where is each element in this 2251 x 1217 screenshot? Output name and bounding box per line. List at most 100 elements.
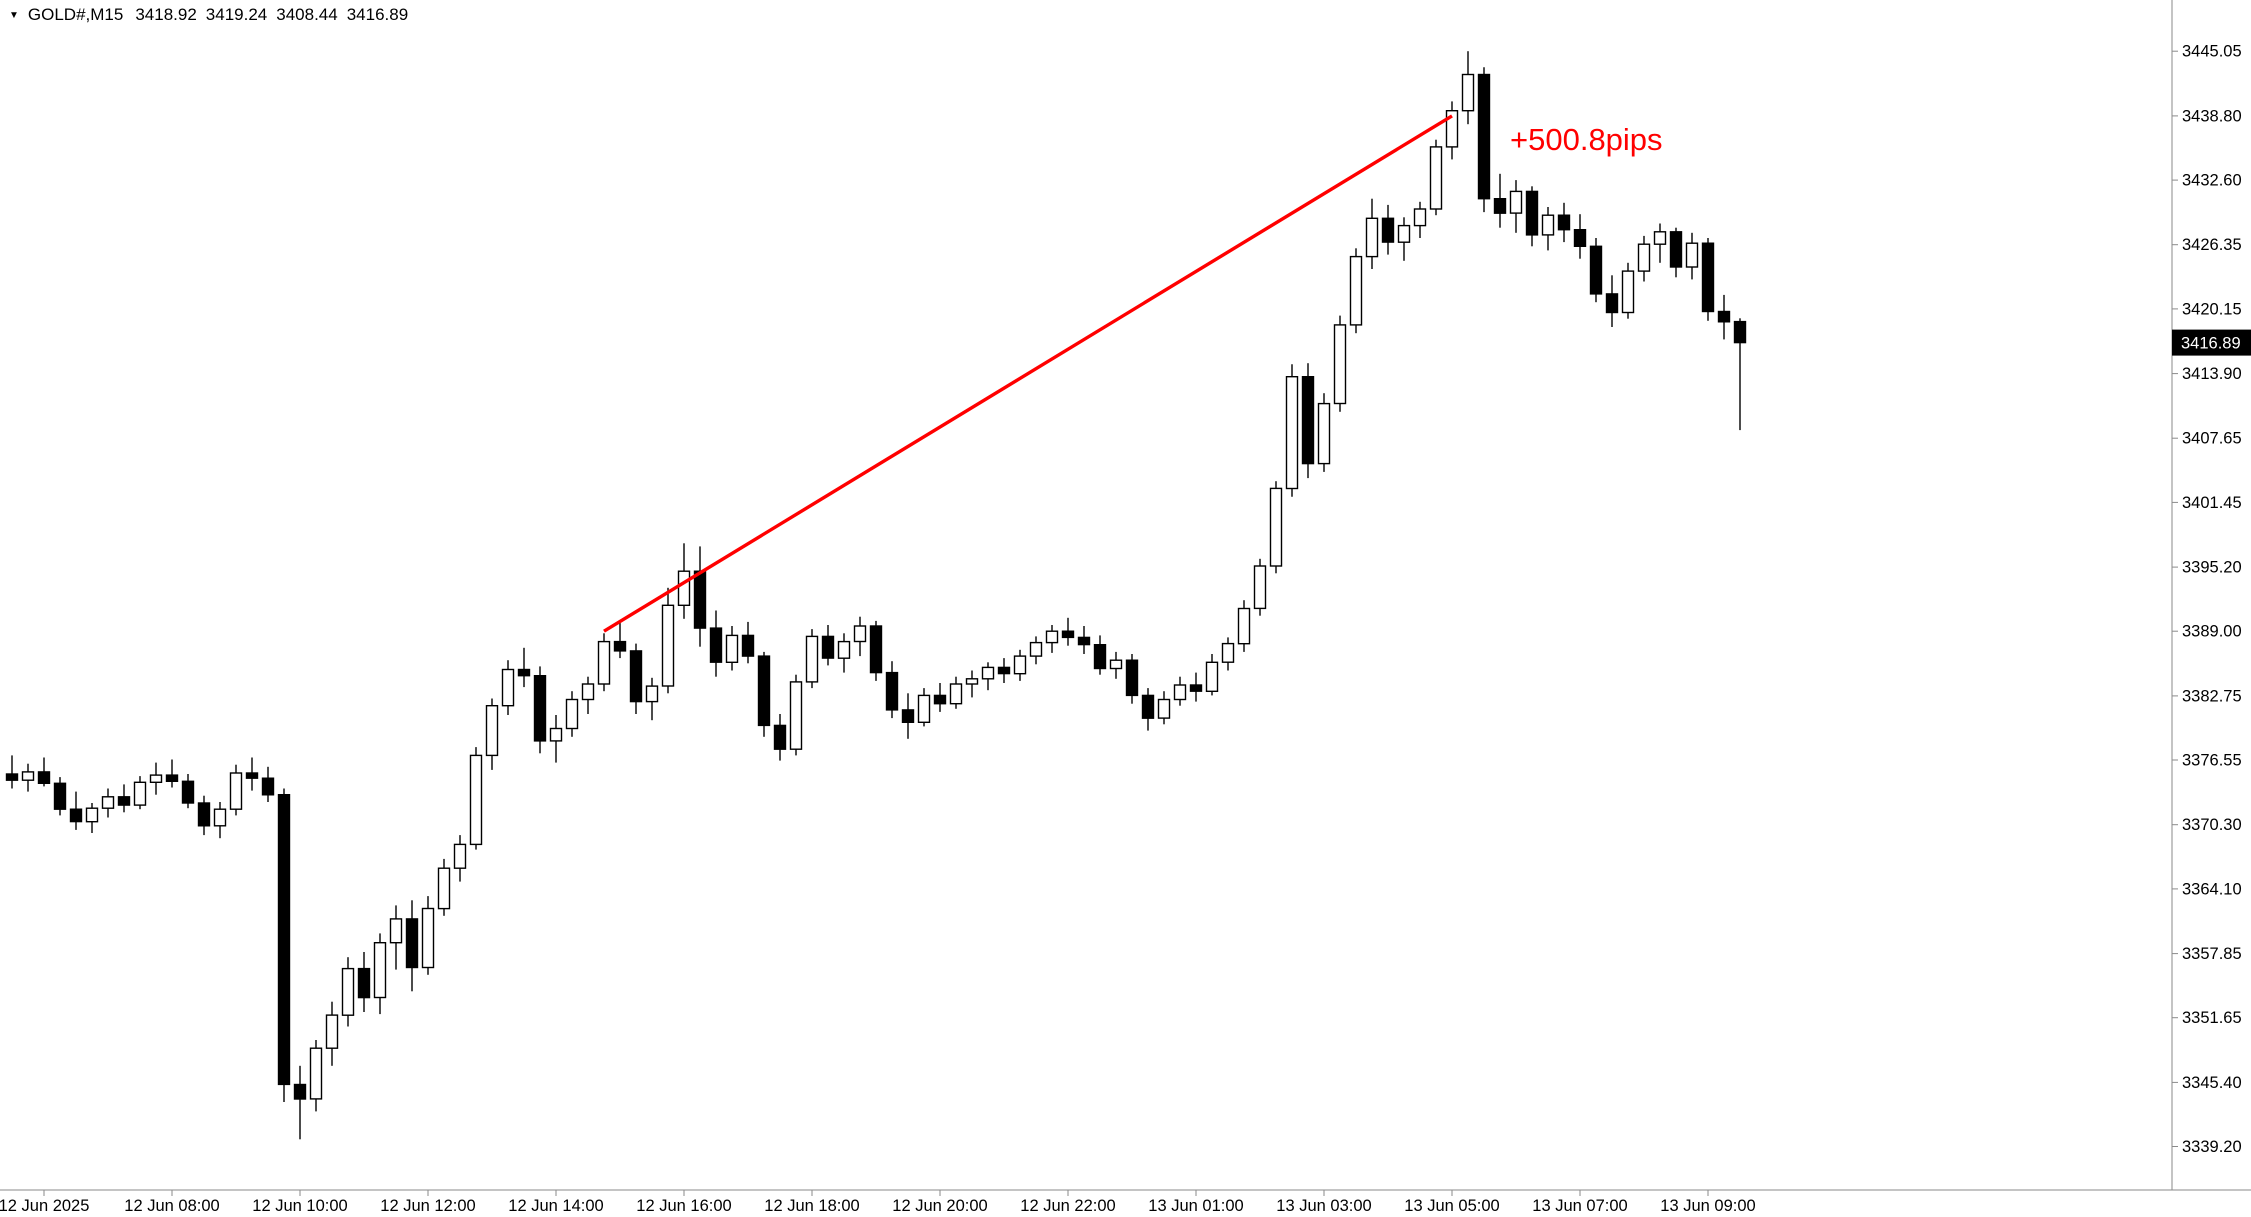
candle-body	[869, 625, 883, 674]
candle-body	[101, 796, 115, 809]
candle-body	[309, 1047, 323, 1100]
candle-body	[1077, 636, 1091, 646]
candle-body	[1717, 310, 1731, 323]
candle-body	[149, 774, 163, 783]
price-axis-label: 3389.00	[2182, 623, 2242, 641]
candle-body	[1141, 694, 1155, 719]
candle-body	[1397, 224, 1411, 243]
candle-body	[341, 967, 355, 1016]
candle-body	[533, 675, 547, 742]
candle-body	[1557, 214, 1571, 231]
candle-body	[261, 777, 275, 796]
candle-body	[517, 668, 531, 677]
candle-body	[373, 942, 387, 999]
candle-body	[213, 808, 227, 827]
candle-body	[1669, 231, 1683, 268]
candle-body	[933, 694, 947, 705]
candle-body	[1157, 698, 1171, 719]
candle-body	[1605, 293, 1619, 314]
price-axis-label: 3438.80	[2182, 107, 2242, 125]
candle-body	[597, 640, 611, 685]
candle-body	[1429, 146, 1443, 210]
candle-body	[197, 802, 211, 827]
candle-body	[437, 867, 451, 910]
candle-body	[389, 918, 403, 944]
candle-body	[325, 1014, 339, 1049]
price-axis-label: 3364.10	[2182, 880, 2242, 898]
price-axis-label: 3345.40	[2182, 1074, 2242, 1092]
time-axis-label: 13 Jun 05:00	[1404, 1197, 1499, 1215]
candle-body	[53, 782, 67, 810]
symbol-marker-icon: ▼	[9, 10, 19, 21]
time-axis-label: 12 Jun 14:00	[508, 1197, 603, 1215]
candle-body	[1413, 208, 1427, 227]
time-axis-label: 12 Jun 08:00	[124, 1197, 219, 1215]
candle-body	[277, 794, 291, 1086]
current-price-label: 3416.89	[2181, 335, 2241, 353]
candle-body	[1013, 655, 1027, 675]
candle-body	[1349, 255, 1363, 326]
candle-body	[965, 678, 979, 685]
ohlc-high: 3419.24	[205, 5, 268, 24]
candle-body	[1461, 73, 1475, 112]
price-axis-label: 3382.75	[2182, 687, 2242, 705]
pips-annotation[interactable]: +500.8pips	[1510, 122, 1663, 157]
candle-body	[37, 771, 51, 785]
price-axis-label: 3445.05	[2182, 43, 2242, 61]
candle-body	[117, 796, 131, 806]
candle-body	[1189, 684, 1203, 692]
time-axis-label: 12 Jun 20:00	[892, 1197, 987, 1215]
candle-body	[1477, 73, 1491, 200]
price-axis-label: 3376.55	[2182, 752, 2242, 770]
candle-body	[981, 666, 995, 680]
price-axis-label: 3370.30	[2182, 816, 2242, 834]
price-axis-label: 3407.65	[2182, 430, 2242, 448]
candle-body	[1701, 242, 1715, 313]
candle-body	[293, 1083, 307, 1100]
candle-body	[1365, 217, 1379, 258]
time-axis-label: 13 Jun 03:00	[1276, 1197, 1371, 1215]
candle-body	[133, 781, 147, 806]
time-axis-label: 12 Jun 18:00	[764, 1197, 859, 1215]
candle-body	[917, 694, 931, 724]
trendline[interactable]	[603, 114, 1453, 633]
candle-body	[469, 754, 483, 846]
candle-body	[1045, 630, 1059, 644]
candle-body	[1541, 214, 1555, 236]
price-axis-label: 3339.20	[2182, 1138, 2242, 1156]
price-axis-label: 3413.90	[2182, 365, 2242, 383]
candle-body	[837, 640, 851, 659]
time-axis-label: 13 Jun 09:00	[1660, 1197, 1755, 1215]
candle-body	[21, 771, 35, 781]
candle-body	[1509, 190, 1523, 214]
price-axis-label: 3351.65	[2182, 1009, 2242, 1027]
time-axis-label: 12 Jun 22:00	[1020, 1197, 1115, 1215]
candle-body	[1637, 243, 1651, 272]
price-axis-label: 3401.45	[2182, 494, 2242, 512]
candle-body	[709, 627, 723, 663]
time-axis-label: 12 Jun 12:00	[380, 1197, 475, 1215]
candle-body	[661, 604, 675, 687]
price-axis-label: 3426.35	[2182, 236, 2242, 254]
candle-body	[1109, 659, 1123, 670]
candle-body	[677, 570, 691, 607]
candle-body	[549, 727, 563, 742]
candle-body	[1621, 270, 1635, 314]
candle-body	[885, 671, 899, 711]
candle-body	[1573, 228, 1587, 247]
candle-body	[693, 570, 707, 629]
time-axis-label: 12 Jun 16:00	[636, 1197, 731, 1215]
candle-body	[1205, 661, 1219, 692]
candle-body	[645, 685, 659, 703]
candle-body	[1589, 245, 1603, 295]
candle-body	[1301, 376, 1315, 465]
candle-body	[1173, 684, 1187, 701]
candle-body	[1733, 320, 1747, 344]
candle-body	[613, 640, 627, 652]
price-axis-label: 3420.15	[2182, 300, 2242, 318]
candle-body	[1237, 607, 1251, 645]
candle-body	[229, 772, 243, 810]
candle-body	[69, 808, 83, 823]
